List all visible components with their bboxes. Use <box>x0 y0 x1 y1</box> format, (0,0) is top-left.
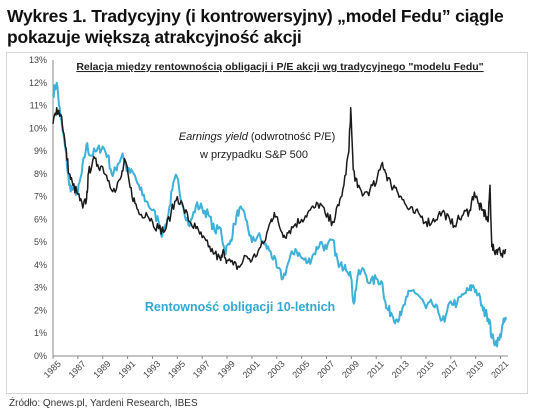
chart-title: Relacja między rentownością obligacji i … <box>76 61 483 73</box>
x-tick-label: 2009 <box>340 359 361 380</box>
y-tick-label: 13% <box>29 55 47 65</box>
y-tick-label: 11% <box>30 101 47 111</box>
x-tick-label: 1993 <box>141 359 162 380</box>
x-tick-label: 2007 <box>315 359 336 380</box>
x-tick-label: 2017 <box>439 359 460 380</box>
x-tick-label: 1997 <box>191 359 212 380</box>
bond-yield-line <box>52 81 508 348</box>
y-tick-label: 5% <box>34 237 47 247</box>
earnings-yield-line <box>52 107 507 271</box>
chart-heading-line-2: pokazuje większą atrakcyjność akcji <box>7 27 302 47</box>
x-axis-ticks: 1985 1987 1989 1991 1993 1995 1997 1999 2001 2003… <box>42 356 510 380</box>
bond-yield-label: Rentowność obligacji 10-letnich <box>145 300 335 314</box>
y-tick-label: 6% <box>34 214 47 224</box>
x-tick-label: 2003 <box>265 359 286 380</box>
y-tick-label: 7% <box>34 192 47 202</box>
x-tick-label: 2013 <box>390 359 411 380</box>
chart-heading: Wykres 1. Tradycyjny (i kontrowersyjny) … <box>7 6 529 48</box>
y-tick-label: 4% <box>34 260 47 270</box>
x-tick-label: 1989 <box>91 359 112 380</box>
x-tick-label: 2015 <box>415 359 436 380</box>
chart-frame <box>6 52 528 394</box>
x-tick-label: 2011 <box>365 359 386 380</box>
y-tick-label: 9% <box>34 146 47 156</box>
x-tick-label: 2001 <box>241 359 262 380</box>
series-layer <box>52 81 508 348</box>
y-tick-label: 2% <box>34 305 47 315</box>
x-tick-label: 1991 <box>116 359 137 380</box>
y-tick-label: 8% <box>34 169 47 179</box>
x-tick-label: 1999 <box>216 359 237 380</box>
x-tick-label: 2021 <box>489 359 510 380</box>
x-tick-label: 1987 <box>67 359 88 380</box>
annotations-layer: Earnings yield (odwrotność P/E) w przypad… <box>145 131 335 314</box>
x-tick-label: 1995 <box>166 359 187 380</box>
y-tick-label: 3% <box>34 283 47 293</box>
x-tick-label: 2019 <box>464 359 485 380</box>
earnings-yield-label-line-2: w przypadku S&P 500 <box>199 149 308 161</box>
x-tick-label: 2005 <box>290 359 311 380</box>
source-note: Źródło: Qnews.pl, Yardeni Research, IBES <box>9 398 198 409</box>
y-tick-label: 1% <box>34 328 47 338</box>
y-tick-label: 10% <box>29 123 47 133</box>
x-tick-label: 1985 <box>42 359 63 380</box>
y-axis-ticks: 0% 1% 2% 3% 4% 5% 6% 7% 8% 9% 10% 11% 12% 13% <box>29 55 47 361</box>
y-tick-label: 12% <box>29 78 47 88</box>
chart-heading-line-1: Wykres 1. Tradycyjny (i kontrowersyjny) … <box>7 6 504 26</box>
y-tick-label: 0% <box>34 351 47 361</box>
earnings-yield-label: Earnings yield (odwrotność P/E) <box>179 131 336 143</box>
